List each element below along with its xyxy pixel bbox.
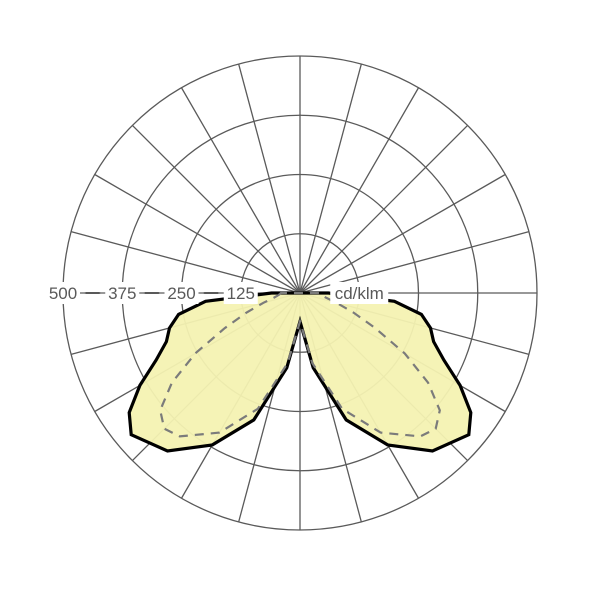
axis-unit-label: cd/klm — [335, 284, 384, 303]
axis-value-label: 125 — [227, 284, 255, 303]
axis-value-label: 375 — [108, 284, 136, 303]
axis-value-label: 250 — [167, 284, 195, 303]
axis-value-label: 500 — [49, 284, 77, 303]
photometric-polar-chart: 500 375 250 125 cd/klm — [0, 0, 600, 600]
